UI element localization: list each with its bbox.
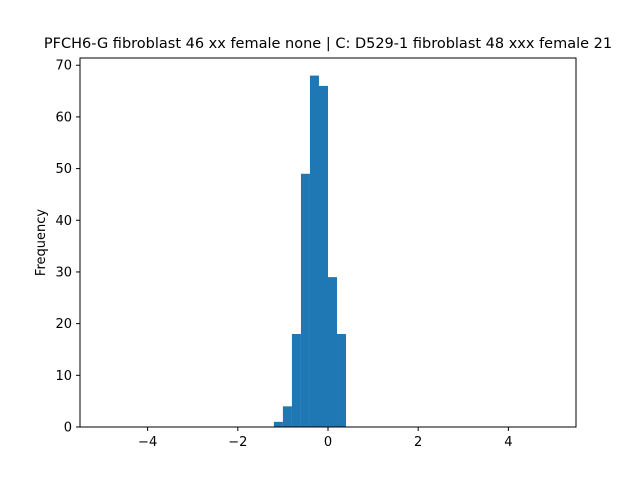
histogram-bar <box>291 333 301 427</box>
histogram-bars <box>273 75 347 428</box>
y-axis-label: Frequency <box>34 209 49 276</box>
histogram-bar <box>300 173 310 427</box>
y-tick-label: 70 <box>55 59 72 74</box>
histogram-bar <box>318 85 328 427</box>
y-tick-label: 60 <box>55 110 72 125</box>
x-tick-label: −2 <box>228 435 247 450</box>
x-axis-ticks: −4 −2 0 2 4 <box>138 427 513 450</box>
x-tick-label: 4 <box>504 435 512 450</box>
histogram-bar <box>337 333 347 427</box>
chart-title: PFCH6-G fibroblast 46 xx female none | C… <box>44 36 612 52</box>
y-tick-label: 50 <box>55 162 72 177</box>
x-tick-label: 2 <box>414 435 422 450</box>
histogram-bar <box>309 75 319 428</box>
y-axis-ticks: 0 10 20 30 40 50 60 70 <box>55 59 80 436</box>
x-tick-label: −4 <box>138 435 157 450</box>
histogram-bar <box>273 421 283 427</box>
plot-area-frame <box>79 57 577 428</box>
y-tick-label: 40 <box>55 214 72 229</box>
x-tick-label: 0 <box>324 435 332 450</box>
histogram-bar <box>282 406 292 427</box>
y-tick-label: 20 <box>55 317 72 332</box>
y-tick-label: 30 <box>55 265 72 280</box>
y-tick-label: 0 <box>64 421 72 436</box>
histogram-bar <box>328 277 338 427</box>
y-tick-label: 10 <box>55 369 72 384</box>
